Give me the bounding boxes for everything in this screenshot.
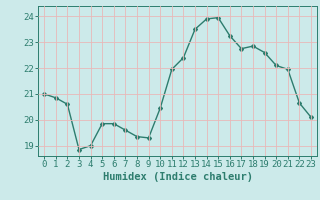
X-axis label: Humidex (Indice chaleur): Humidex (Indice chaleur): [103, 172, 252, 182]
